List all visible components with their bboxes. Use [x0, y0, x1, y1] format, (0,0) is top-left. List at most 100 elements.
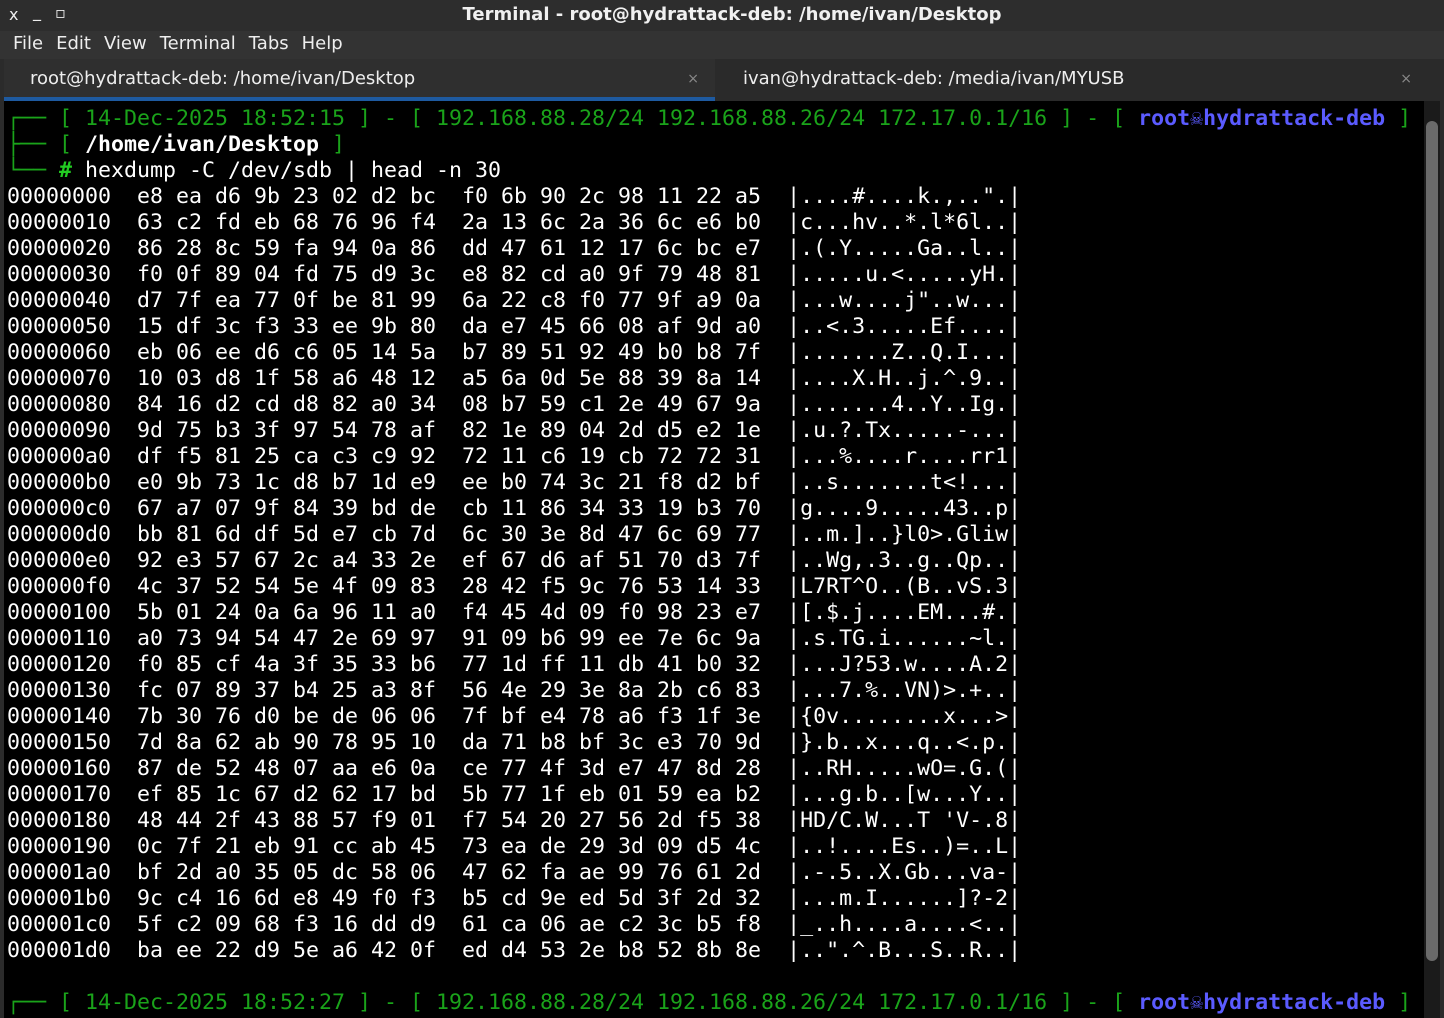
hex-bytes: f0 85 cf 4a 3f 35 33 b6 77 1d ff 11 db 4…	[137, 652, 762, 677]
hex-bytes: 86 28 8c 59 fa 94 0a 86 dd 47 61 12 17 6…	[137, 236, 762, 261]
hexdump-row: 000000e0 92 e3 57 67 2c a4 33 2e ef 67 d…	[7, 548, 1021, 573]
menu-help[interactable]: Help	[301, 33, 343, 54]
hex-bytes: 48 44 2f 43 88 57 f9 01 f7 54 20 27 56 2…	[137, 808, 762, 833]
hex-ascii: |.......Z..Q.I...|	[787, 340, 1022, 365]
scrollbar-track[interactable]	[1424, 101, 1440, 1018]
close-tab-icon[interactable]: ×	[687, 71, 699, 87]
hexdump-row: 000000f0 4c 37 52 54 5e 4f 09 83 28 42 f…	[7, 574, 1021, 599]
hex-bytes: 9c c4 16 6d e8 49 f0 f3 b5 cd 9e ed 5d 3…	[137, 886, 762, 911]
prompt-host: hydrattack-deb	[1203, 106, 1386, 131]
hex-ascii: |L7RT^O..(B..vS.3|	[787, 574, 1022, 599]
hex-ascii: |g....9.....43..p|	[787, 496, 1022, 521]
hexdump-row: 000000b0 e0 9b 73 1c d8 b7 1d e9 ee b0 7…	[7, 470, 1021, 495]
prompt-box: └──	[7, 158, 60, 183]
terminal-output[interactable]: ┌── [ 14-Dec-2025 18:52:15 ] - [ 192.168…	[4, 101, 1440, 1018]
hex-bytes: 63 c2 fd eb 68 76 96 f4 2a 13 6c 2a 36 6…	[137, 210, 762, 235]
prompt-user: root	[1138, 106, 1191, 131]
hex-ascii: |....X.H..j.^.9..|	[787, 366, 1022, 391]
hex-offset: 00000180	[7, 808, 112, 833]
menu-bar: File Edit View Terminal Tabs Help	[0, 31, 1444, 59]
prompt-ips: 192.168.88.28/24 192.168.88.26/24 172.17…	[436, 106, 1048, 131]
hex-bytes: 7b 30 76 d0 be de 06 06 7f bf e4 78 a6 f…	[137, 704, 762, 729]
prompt-cwd: /home/ivan/Desktop	[85, 132, 320, 157]
hex-offset: 00000090	[7, 418, 112, 443]
hex-ascii: |..Wg,.3..g..Qp..|	[787, 548, 1022, 573]
hex-ascii: |.u.?.Tx.....-...|	[787, 418, 1022, 443]
hex-bytes: 4c 37 52 54 5e 4f 09 83 28 42 f5 9c 76 5…	[137, 574, 762, 599]
minimize-window-button[interactable]: _	[33, 2, 41, 21]
hexdump-row: 00000140 7b 30 76 d0 be de 06 06 7f bf e…	[7, 704, 1021, 729]
tab-label: ivan@hydrattack-deb: /media/ivan/MYUSB	[743, 68, 1125, 89]
hex-ascii: |...m.I......]?-2|	[787, 886, 1022, 911]
hex-bytes: 7d 8a 62 ab 90 78 95 10 da 71 b8 bf 3c e…	[137, 730, 762, 755]
close-window-button[interactable]: x	[9, 5, 19, 24]
skull-icon: ☠	[1190, 990, 1204, 1015]
hexdump-output: 00000000 e8 ea d6 9b 23 02 d2 bc f0 6b 9…	[7, 184, 1021, 963]
prompt-hash: #	[59, 158, 73, 183]
menu-view[interactable]: View	[103, 33, 147, 54]
hex-bytes: bf 2d a0 35 05 dc 58 06 47 62 fa ae 99 7…	[137, 860, 762, 885]
menu-file[interactable]: File	[13, 33, 44, 54]
hex-offset: 00000130	[7, 678, 112, 703]
hex-bytes: 84 16 d2 cd d8 82 a0 34 08 b7 59 c1 2e 4…	[137, 392, 762, 417]
hexdump-row: 00000040 d7 7f ea 77 0f be 81 99 6a 22 c…	[7, 288, 1021, 313]
hex-offset: 00000050	[7, 314, 112, 339]
menu-edit[interactable]: Edit	[56, 33, 91, 54]
hex-ascii: |.......4..Y..Ig.|	[787, 392, 1022, 417]
hex-offset: 00000020	[7, 236, 112, 261]
hexdump-row: 00000150 7d 8a 62 ab 90 78 95 10 da 71 b…	[7, 730, 1021, 755]
hex-offset: 00000140	[7, 704, 112, 729]
prompt-sep: ]	[1385, 990, 1412, 1015]
hex-offset: 00000000	[7, 184, 112, 209]
hex-ascii: |...J?53.w....A.2|	[787, 652, 1022, 677]
hexdump-row: 000000d0 bb 81 6d df 5d e7 cb 7d 6c 30 3…	[7, 522, 1021, 547]
hexdump-row: 00000160 87 de 52 48 07 aa e6 0a ce 77 4…	[7, 756, 1021, 781]
tab-ivan-myusb[interactable]: ivan@hydrattack-deb: /media/ivan/MYUSB ×	[717, 59, 1428, 101]
hex-offset: 000000a0	[7, 444, 112, 469]
hexdump-row: 00000080 84 16 d2 cd d8 82 a0 34 08 b7 5…	[7, 392, 1021, 417]
hex-ascii: |c...hv..*.l*6l..|	[787, 210, 1022, 235]
menu-tabs[interactable]: Tabs	[248, 33, 289, 54]
hex-offset: 00000190	[7, 834, 112, 859]
hex-bytes: d7 7f ea 77 0f be 81 99 6a 22 c8 f0 77 9…	[137, 288, 762, 313]
hexdump-row: 00000170 ef 85 1c 67 d2 62 17 bd 5b 77 1…	[7, 782, 1021, 807]
hexdump-row: 000000c0 67 a7 07 9f 84 39 bd de cb 11 8…	[7, 496, 1021, 521]
hex-bytes: 10 03 d8 1f 58 a6 48 12 a5 6a 0d 5e 88 3…	[137, 366, 762, 391]
maximize-window-button[interactable]: ▫	[55, 3, 66, 22]
hexdump-row: 000001b0 9c c4 16 6d e8 49 f0 f3 b5 cd 9…	[7, 886, 1021, 911]
hex-bytes: 9d 75 b3 3f 97 54 78 af 82 1e 89 04 2d d…	[137, 418, 762, 443]
hex-ascii: |_..h....a....<..|	[787, 912, 1022, 937]
hex-ascii: |..".^.B...S..R..|	[787, 938, 1022, 963]
hexdump-row: 00000180 48 44 2f 43 88 57 f9 01 f7 54 2…	[7, 808, 1021, 833]
prompt-line-1: ┌── [ 14-Dec-2025 18:52:15 ] - [ 192.168…	[7, 106, 1411, 131]
hex-ascii: |...g.b..[w...Y..|	[787, 782, 1022, 807]
hex-offset: 00000030	[7, 262, 112, 287]
hex-bytes: eb 06 ee d6 c6 05 14 5a b7 89 51 92 49 b…	[137, 340, 762, 365]
hex-offset: 000001d0	[7, 938, 112, 963]
hex-bytes: bb 81 6d df 5d e7 cb 7d 6c 30 3e 8d 47 6…	[137, 522, 762, 547]
tab-root-desktop[interactable]: root@hydrattack-deb: /home/ivan/Desktop …	[4, 59, 715, 101]
hex-bytes: 67 a7 07 9f 84 39 bd de cb 11 86 34 33 1…	[137, 496, 762, 521]
hex-offset: 000000e0	[7, 548, 112, 573]
command-text: hexdump -C /dev/sdb | head -n 30	[72, 158, 502, 183]
scrollbar-thumb[interactable]	[1426, 121, 1438, 961]
hex-ascii: |....#....k.,..".|	[787, 184, 1022, 209]
prompt-sep: ] - [	[1047, 106, 1139, 131]
hex-offset: 00000070	[7, 366, 112, 391]
hexdump-row: 00000120 f0 85 cf 4a 3f 35 33 b6 77 1d f…	[7, 652, 1021, 677]
prompt-host: hydrattack-deb	[1203, 990, 1386, 1015]
hex-offset: 00000080	[7, 392, 112, 417]
hexdump-row: 00000070 10 03 d8 1f 58 a6 48 12 a5 6a 0…	[7, 366, 1021, 391]
hex-bytes: f0 0f 89 04 fd 75 d9 3c e8 82 cd a0 9f 7…	[137, 262, 762, 287]
hex-ascii: |.(.Y.....Ga..l..|	[787, 236, 1022, 261]
hex-bytes: 87 de 52 48 07 aa e6 0a ce 77 4f 3d e7 4…	[137, 756, 762, 781]
skull-icon: ☠	[1190, 106, 1204, 131]
tab-bar: root@hydrattack-deb: /home/ivan/Desktop …	[4, 59, 1440, 101]
hex-bytes: fc 07 89 37 b4 25 a3 8f 56 4e 29 3e 8a 2…	[137, 678, 762, 703]
terminal-text: ┌── [ 14-Dec-2025 18:52:15 ] - [ 192.168…	[7, 106, 1411, 1016]
menu-terminal[interactable]: Terminal	[159, 33, 236, 54]
close-tab-icon[interactable]: ×	[1400, 71, 1412, 87]
hexdump-row: 00000060 eb 06 ee d6 c6 05 14 5a b7 89 5…	[7, 340, 1021, 365]
prompt-sep: ] - [	[1047, 990, 1139, 1015]
hexdump-row: 00000020 86 28 8c 59 fa 94 0a 86 dd 47 6…	[7, 236, 1021, 261]
